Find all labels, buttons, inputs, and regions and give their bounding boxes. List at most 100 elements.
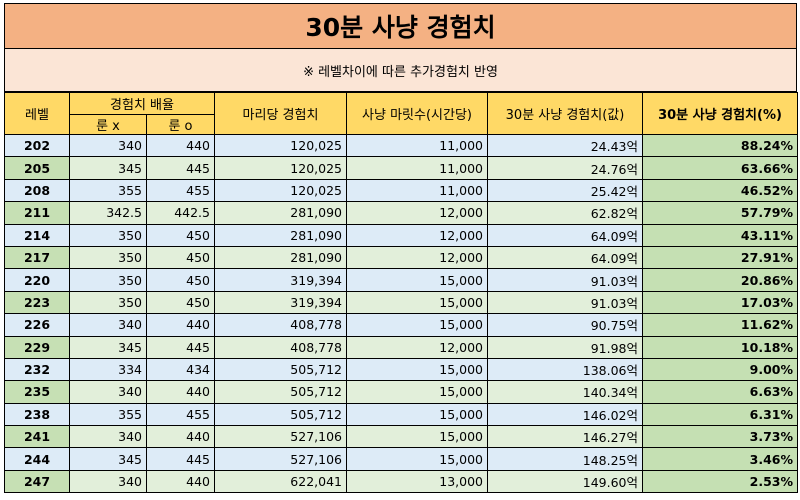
cell-exp-per-mob[interactable]: 319,394 — [214, 268, 347, 292]
cell-exp-value[interactable]: 24.76억 — [487, 156, 643, 180]
cell-mobs-per-hour[interactable]: 12,000 — [346, 223, 488, 247]
cell-mobs-per-hour[interactable]: 13,000 — [346, 469, 488, 494]
cell-mobs-per-hour[interactable]: 15,000 — [346, 447, 488, 471]
cell-exp-value[interactable]: 64.09억 — [487, 223, 643, 247]
header-exp-30min-pct[interactable]: 30분 사냥 경험치(%) — [642, 92, 798, 135]
cell-mobs-per-hour[interactable]: 15,000 — [346, 290, 488, 315]
cell-rune-x[interactable]: 342.5 — [69, 201, 147, 225]
cell-mobs-per-hour[interactable]: 11,000 — [346, 178, 488, 203]
cell-rune-x[interactable]: 340 — [69, 380, 147, 404]
cell-rune-o[interactable]: 440 — [146, 469, 215, 494]
cell-exp-value[interactable]: 146.02억 — [487, 402, 643, 427]
cell-exp-value[interactable]: 138.06억 — [487, 357, 643, 382]
cell-exp-value[interactable]: 91.03억 — [487, 268, 643, 292]
cell-rune-o[interactable]: 445 — [146, 447, 215, 471]
cell-exp-pct[interactable]: 20.86% — [642, 268, 798, 292]
cell-rune-o[interactable]: 440 — [146, 380, 215, 404]
cell-level[interactable]: 235 — [4, 380, 70, 404]
cell-exp-pct[interactable]: 6.31% — [642, 402, 798, 427]
cell-exp-pct[interactable]: 17.03% — [642, 290, 798, 315]
cell-exp-per-mob[interactable]: 527,106 — [214, 425, 347, 449]
cell-exp-pct[interactable]: 9.00% — [642, 357, 798, 382]
cell-exp-pct[interactable]: 10.18% — [642, 335, 798, 359]
cell-level[interactable]: 220 — [4, 268, 70, 292]
cell-rune-x[interactable]: 340 — [69, 133, 147, 158]
cell-rune-x[interactable]: 350 — [69, 290, 147, 315]
cell-rune-o[interactable]: 450 — [146, 223, 215, 247]
cell-exp-value[interactable]: 25.42억 — [487, 178, 643, 203]
cell-mobs-per-hour[interactable]: 12,000 — [346, 335, 488, 359]
cell-mobs-per-hour[interactable]: 11,000 — [346, 156, 488, 180]
cell-rune-o[interactable]: 440 — [146, 425, 215, 449]
cell-exp-value[interactable]: 91.98억 — [487, 335, 643, 359]
cell-exp-per-mob[interactable]: 281,090 — [214, 201, 347, 225]
cell-rune-o[interactable]: 455 — [146, 402, 215, 427]
header-mobs-per-hour[interactable]: 사냥 마릿수(시간당) — [346, 92, 488, 135]
header-rune-x[interactable]: 룬 x — [69, 114, 147, 135]
cell-rune-x[interactable]: 340 — [69, 425, 147, 449]
cell-exp-pct[interactable]: 3.46% — [642, 447, 798, 471]
cell-mobs-per-hour[interactable]: 15,000 — [346, 425, 488, 449]
cell-mobs-per-hour[interactable]: 11,000 — [346, 133, 488, 158]
cell-exp-value[interactable]: 149.60억 — [487, 469, 643, 494]
cell-exp-pct[interactable]: 88.24% — [642, 133, 798, 158]
cell-exp-per-mob[interactable]: 505,712 — [214, 380, 347, 404]
cell-rune-o[interactable]: 442.5 — [146, 201, 215, 225]
cell-level[interactable]: 208 — [4, 178, 70, 203]
cell-rune-x[interactable]: 350 — [69, 268, 147, 292]
cell-exp-pct[interactable]: 57.79% — [642, 201, 798, 225]
cell-mobs-per-hour[interactable]: 12,000 — [346, 245, 488, 270]
cell-mobs-per-hour[interactable]: 15,000 — [346, 402, 488, 427]
cell-exp-per-mob[interactable]: 120,025 — [214, 156, 347, 180]
cell-rune-o[interactable]: 450 — [146, 268, 215, 292]
header-level[interactable]: 레벨 — [4, 92, 70, 135]
cell-rune-x[interactable]: 355 — [69, 178, 147, 203]
cell-exp-per-mob[interactable]: 319,394 — [214, 290, 347, 315]
cell-level[interactable]: 244 — [4, 447, 70, 471]
cell-rune-o[interactable]: 450 — [146, 290, 215, 315]
cell-level[interactable]: 211 — [4, 201, 70, 225]
cell-rune-o[interactable]: 455 — [146, 178, 215, 203]
cell-exp-pct[interactable]: 63.66% — [642, 156, 798, 180]
cell-exp-per-mob[interactable]: 622,041 — [214, 469, 347, 494]
cell-rune-o[interactable]: 445 — [146, 156, 215, 180]
cell-exp-per-mob[interactable]: 505,712 — [214, 402, 347, 427]
cell-exp-pct[interactable]: 46.52% — [642, 178, 798, 203]
cell-level[interactable]: 241 — [4, 425, 70, 449]
cell-rune-x[interactable]: 340 — [69, 313, 147, 337]
cell-exp-pct[interactable]: 27.91% — [642, 245, 798, 270]
cell-rune-o[interactable]: 440 — [146, 133, 215, 158]
cell-rune-x[interactable]: 355 — [69, 402, 147, 427]
cell-rune-x[interactable]: 334 — [69, 357, 147, 382]
header-rune-o[interactable]: 룬 o — [146, 114, 215, 135]
cell-level[interactable]: 223 — [4, 290, 70, 315]
cell-mobs-per-hour[interactable]: 12,000 — [346, 201, 488, 225]
cell-mobs-per-hour[interactable]: 15,000 — [346, 313, 488, 337]
cell-exp-value[interactable]: 146.27억 — [487, 425, 643, 449]
cell-exp-per-mob[interactable]: 120,025 — [214, 178, 347, 203]
cell-exp-pct[interactable]: 43.11% — [642, 223, 798, 247]
cell-exp-value[interactable]: 64.09억 — [487, 245, 643, 270]
cell-exp-pct[interactable]: 2.53% — [642, 469, 798, 494]
cell-exp-pct[interactable]: 6.63% — [642, 380, 798, 404]
cell-rune-x[interactable]: 345 — [69, 447, 147, 471]
cell-mobs-per-hour[interactable]: 15,000 — [346, 380, 488, 404]
cell-rune-o[interactable]: 440 — [146, 313, 215, 337]
cell-level[interactable]: 205 — [4, 156, 70, 180]
cell-exp-value[interactable]: 148.25억 — [487, 447, 643, 471]
cell-exp-value[interactable]: 91.03억 — [487, 290, 643, 315]
cell-exp-per-mob[interactable]: 120,025 — [214, 133, 347, 158]
cell-level[interactable]: 226 — [4, 313, 70, 337]
cell-level[interactable]: 217 — [4, 245, 70, 270]
cell-exp-per-mob[interactable]: 408,778 — [214, 313, 347, 337]
cell-exp-per-mob[interactable]: 281,090 — [214, 223, 347, 247]
cell-exp-per-mob[interactable]: 527,106 — [214, 447, 347, 471]
cell-rune-x[interactable]: 345 — [69, 156, 147, 180]
cell-rune-x[interactable]: 350 — [69, 245, 147, 270]
cell-exp-per-mob[interactable]: 408,778 — [214, 335, 347, 359]
header-exp-per-mob[interactable]: 마리당 경험치 — [214, 92, 347, 135]
cell-level[interactable]: 229 — [4, 335, 70, 359]
cell-exp-pct[interactable]: 3.73% — [642, 425, 798, 449]
cell-rune-x[interactable]: 350 — [69, 223, 147, 247]
header-exp-mult[interactable]: 경험치 배율 — [69, 92, 215, 115]
